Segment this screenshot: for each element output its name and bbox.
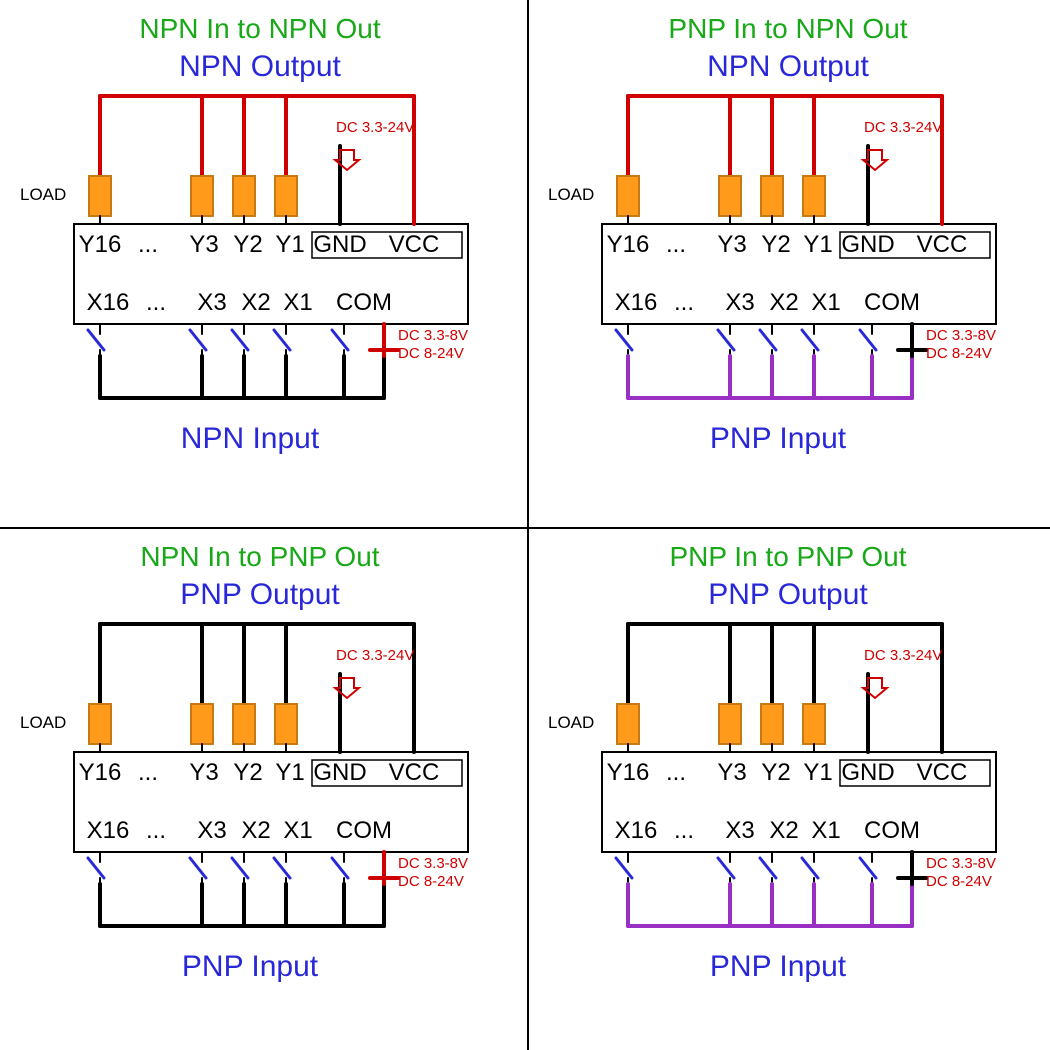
output-label: NPN Output [179,50,341,83]
y-label: Y2 [233,231,262,258]
load-block [275,176,297,216]
load-block [803,176,825,216]
output-label: PNP Output [708,578,868,611]
y-label: Y16 [79,759,122,786]
y-label: VCC [389,759,440,786]
y-label: Y2 [761,231,790,258]
voltage-bot1: DC 3.3-8V [926,327,996,344]
y-label: Y2 [233,759,262,786]
load-block [719,704,741,744]
voltage-top: DC 3.3-24V [336,119,414,136]
x-label: ... [674,817,694,844]
y-label: Y16 [607,231,650,258]
x-label: ... [674,289,694,316]
x-label: X3 [725,289,754,316]
panel-title: PNP In to PNP Out [669,541,906,572]
x-label: ... [146,817,166,844]
y-label: Y1 [803,231,832,258]
load-block [617,176,639,216]
input-label: PNP Input [710,950,847,983]
x-label: X2 [769,289,798,316]
y-label: Y1 [275,759,304,786]
x-label: X3 [197,289,226,316]
x-label: COM [864,817,920,844]
load-block [233,176,255,216]
x-label: X2 [769,817,798,844]
load-label: LOAD [548,713,594,732]
voltage-bot1: DC 3.3-8V [398,855,468,872]
x-label: X16 [87,289,130,316]
background [0,0,1050,1050]
load-block [617,704,639,744]
panel-title: NPN In to NPN Out [139,13,380,44]
x-label: X16 [615,289,658,316]
y-label: Y3 [189,231,218,258]
y-label: ... [138,231,158,258]
load-block [89,176,111,216]
load-label: LOAD [548,185,594,204]
x-label: X1 [283,817,312,844]
y-label: Y3 [717,231,746,258]
voltage-top: DC 3.3-24V [864,119,942,136]
x-label: COM [336,817,392,844]
input-label: NPN Input [181,422,320,455]
load-block [761,704,783,744]
y-label: Y1 [275,231,304,258]
x-label: X3 [725,817,754,844]
voltage-top: DC 3.3-24V [336,647,414,664]
y-label: VCC [917,759,968,786]
voltage-bot2: DC 8-24V [398,873,464,890]
load-block [761,176,783,216]
x-label: X1 [811,817,840,844]
load-label: LOAD [20,185,66,204]
wiring-diagram: NPN In to NPN Out NPN Output Y16... Y3 Y2 Y1 G… [0,0,1050,1050]
load-block [191,176,213,216]
x-label: X2 [241,289,270,316]
x-label: X16 [615,817,658,844]
voltage-bot1: DC 3.3-8V [926,855,996,872]
voltage-bot2: DC 8-24V [926,345,992,362]
load-block [233,704,255,744]
y-label: Y3 [189,759,218,786]
y-label: Y16 [607,759,650,786]
y-label: Y16 [79,231,122,258]
voltage-bot2: DC 8-24V [398,345,464,362]
y-label: VCC [389,231,440,258]
y-label: Y2 [761,759,790,786]
load-block [803,704,825,744]
voltage-top: DC 3.3-24V [864,647,942,664]
y-label: GND [313,231,366,258]
load-block [275,704,297,744]
x-label: X1 [283,289,312,316]
y-label: ... [138,759,158,786]
y-label: GND [313,759,366,786]
x-label: COM [864,289,920,316]
y-label: Y1 [803,759,832,786]
y-label: VCC [917,231,968,258]
load-block [191,704,213,744]
input-label: PNP Input [710,422,847,455]
x-label: ... [146,289,166,316]
load-block [89,704,111,744]
x-label: COM [336,289,392,316]
load-label: LOAD [20,713,66,732]
y-label: ... [666,231,686,258]
output-label: PNP Output [180,578,340,611]
panel-title: NPN In to PNP Out [140,541,379,572]
x-label: X16 [87,817,130,844]
voltage-bot2: DC 8-24V [926,873,992,890]
y-label: GND [841,759,894,786]
output-label: NPN Output [707,50,869,83]
panel-title: PNP In to NPN Out [668,13,907,44]
voltage-bot1: DC 3.3-8V [398,327,468,344]
y-label: Y3 [717,759,746,786]
x-label: X2 [241,817,270,844]
y-label: ... [666,759,686,786]
input-label: PNP Input [182,950,319,983]
x-label: X1 [811,289,840,316]
x-label: X3 [197,817,226,844]
load-block [719,176,741,216]
y-label: GND [841,231,894,258]
